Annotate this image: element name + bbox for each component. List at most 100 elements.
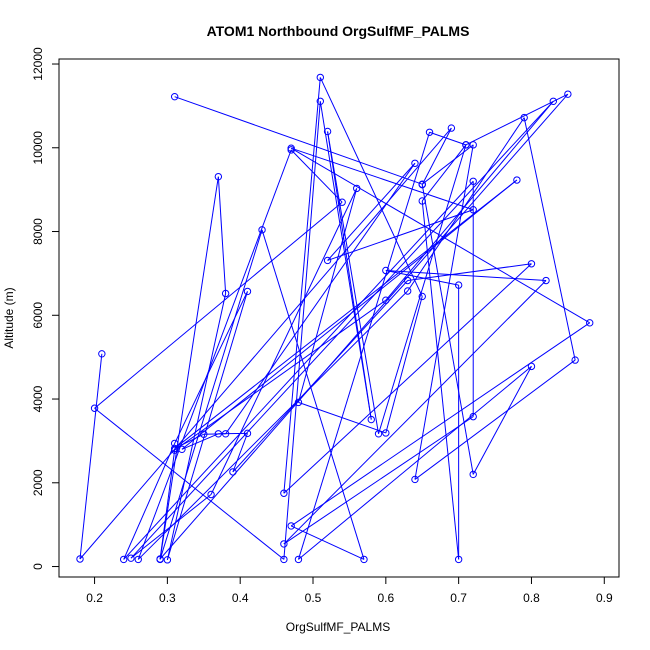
series-segment	[298, 365, 532, 560]
series-segment	[137, 290, 409, 560]
data-point	[280, 555, 288, 564]
data-point	[280, 489, 288, 497]
y-tick-label: 4000	[31, 385, 45, 412]
series-segment	[181, 433, 219, 450]
data-point	[469, 470, 477, 479]
data-point	[549, 97, 558, 105]
series-segment	[421, 200, 460, 560]
data-point	[207, 490, 215, 499]
y-tick-label: 10000	[31, 131, 45, 165]
series-segment	[290, 525, 365, 560]
x-tick-label: 0.6	[377, 591, 394, 605]
series-segment	[210, 188, 358, 495]
data-point	[469, 141, 477, 149]
series-segment	[174, 291, 248, 444]
data-point	[90, 404, 99, 412]
data-point	[403, 276, 412, 285]
data-point	[527, 260, 536, 268]
data-point	[454, 555, 463, 564]
series-segment	[130, 100, 554, 559]
y-tick-label: 2000	[31, 469, 45, 496]
data-point	[323, 127, 332, 136]
chart-title: ATOM1 Northbound OrgSulfMF_PALMS	[207, 23, 470, 39]
series-segment	[159, 450, 176, 560]
data-point	[287, 144, 295, 152]
series-segment	[174, 96, 423, 185]
data-point	[411, 159, 419, 167]
series-segment	[79, 353, 103, 560]
data-point	[156, 555, 164, 563]
data-point	[353, 184, 361, 193]
series-segment	[385, 100, 554, 301]
series-segment	[291, 147, 474, 211]
series-segment	[137, 149, 292, 560]
data-point	[119, 555, 128, 564]
series-segment	[421, 127, 452, 185]
series-segment	[421, 184, 474, 475]
data-point	[163, 556, 172, 564]
data-point	[360, 555, 368, 564]
series-segment	[378, 144, 467, 434]
series-segment	[181, 179, 518, 450]
data-point	[170, 446, 179, 454]
data-point	[418, 180, 426, 189]
series-segment	[79, 127, 452, 560]
data-point	[127, 554, 135, 562]
data-point	[418, 292, 426, 301]
data-point	[214, 430, 223, 438]
x-tick-label: 0.9	[596, 591, 613, 605]
plot-frame	[58, 58, 620, 578]
data-point	[542, 276, 550, 285]
data-point	[382, 429, 390, 437]
data-point	[469, 412, 477, 421]
series-points	[76, 73, 594, 564]
x-tick-label: 0.4	[232, 591, 249, 605]
y-tick-label: 12000	[31, 47, 45, 81]
series-segment	[385, 269, 547, 282]
y-tick-label: 0	[31, 563, 45, 570]
data-point	[571, 356, 579, 364]
data-point	[513, 176, 521, 184]
data-point	[382, 266, 390, 275]
data-point	[447, 124, 456, 132]
series-segment	[414, 144, 474, 480]
data-point	[243, 287, 252, 296]
data-point	[243, 429, 252, 438]
series-segment	[217, 176, 227, 294]
x-tick-label: 0.7	[450, 591, 467, 605]
series-segment	[159, 93, 569, 560]
series-segment	[327, 209, 474, 261]
data-point	[382, 296, 390, 304]
data-point	[403, 287, 412, 295]
y-axis: 0 2000 4000 6000 8000 10000 12000	[31, 47, 60, 570]
series-segment	[283, 416, 474, 545]
series-segment	[94, 407, 285, 560]
data-point	[170, 92, 179, 101]
series-segment	[174, 299, 387, 451]
series-segment	[159, 176, 219, 560]
x-tick-label: 0.2	[86, 591, 103, 605]
data-point	[454, 281, 463, 289]
series-segment	[174, 179, 518, 449]
series-segment	[327, 131, 372, 420]
data-point	[323, 256, 332, 265]
series-segment	[523, 117, 576, 361]
series-segment	[159, 229, 263, 560]
series-segment	[283, 101, 321, 560]
series-segment	[297, 132, 430, 560]
data-point	[367, 415, 375, 424]
data-point	[425, 128, 434, 136]
series-segment	[166, 291, 248, 560]
data-point	[411, 475, 419, 484]
data-point	[469, 177, 477, 185]
series-segment	[283, 77, 321, 494]
series-segment	[327, 162, 416, 261]
data-point	[418, 197, 426, 205]
series-segment	[123, 180, 474, 560]
series-segment	[472, 366, 532, 475]
series-segment	[421, 144, 467, 202]
x-axis-label: OrgSulfMF_PALMS	[286, 620, 390, 634]
data-point	[200, 430, 208, 438]
series-lines	[79, 77, 590, 560]
